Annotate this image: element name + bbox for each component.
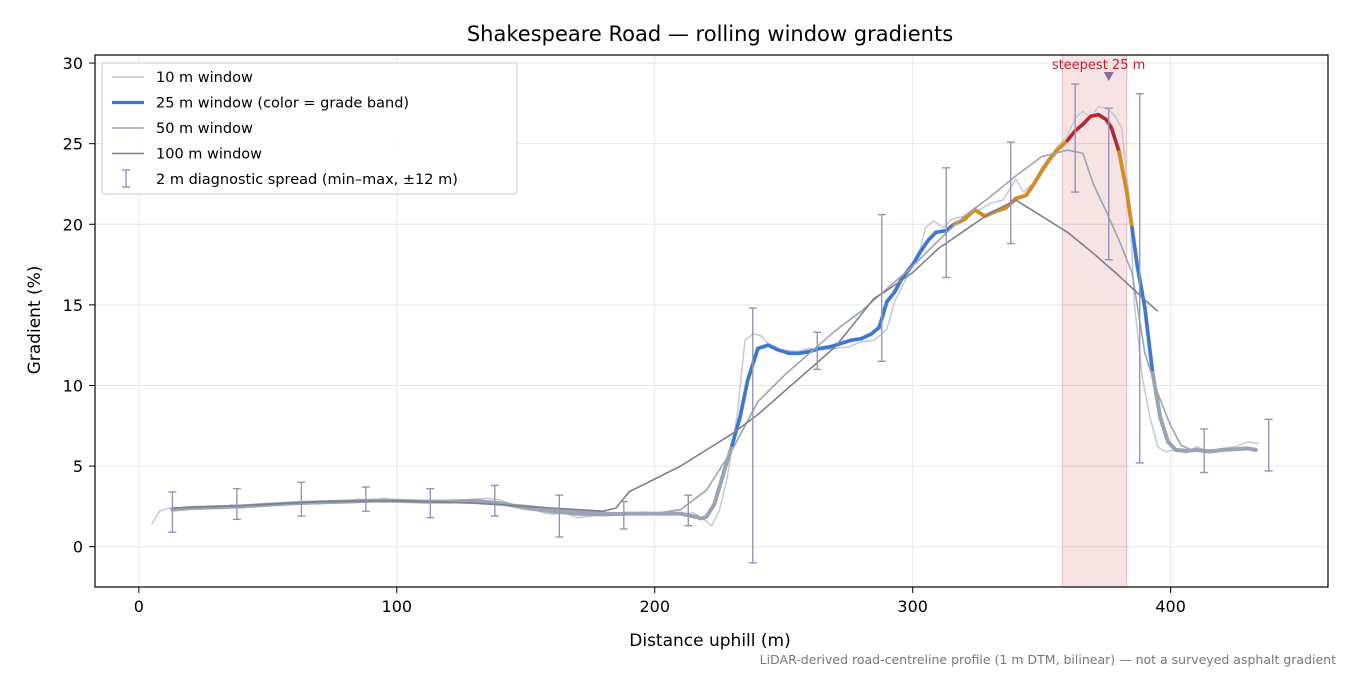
series-25m-segment [1040, 158, 1052, 173]
y-tick-label: 25 [63, 135, 83, 154]
series-25m-segment [828, 341, 843, 349]
legend-label: 25 m window (color = grade band) [156, 96, 409, 112]
series-25m-segment [1081, 114, 1093, 126]
series-25m-segment [918, 238, 930, 254]
series-25m-segment [524, 506, 554, 513]
series-25m-segment [549, 509, 579, 516]
series-25m-segment [720, 443, 734, 481]
y-axis-title: Gradient (%) [25, 266, 45, 375]
series-25m-segment [818, 345, 832, 351]
errorbar-group [168, 83, 1273, 564]
series-25m-segment [993, 206, 1008, 213]
y-tick-label: 5 [73, 457, 83, 476]
series-25m-segment [1065, 129, 1077, 143]
steepest-annotation: steepest 25 m [1052, 58, 1145, 73]
chart-title: Shakespeare Road — rolling window gradie… [467, 22, 953, 46]
series-25m-segment [766, 343, 781, 352]
series-25m-segment [1130, 225, 1139, 267]
series-25m-segment [1117, 150, 1129, 194]
series-25m-segment [1047, 148, 1059, 162]
series-25m-segment [1166, 440, 1178, 452]
series-25m-segment [859, 332, 874, 341]
plot-area: steepest 25 m 0 100 200 300 400 0 5 10 15 20 25 30 [63, 54, 1329, 616]
series-25m-segment [926, 230, 938, 242]
legend-label: 2 m diagnostic spread (min–max, ±12 m) [156, 172, 458, 188]
series-25m-segment [1158, 416, 1170, 444]
y-tick-label: 10 [63, 376, 83, 395]
series-25m-segment [944, 222, 956, 233]
x-tick-label: 0 [134, 597, 144, 616]
x-tick-label: 200 [639, 597, 670, 616]
series-group [151, 83, 1273, 564]
series-25m-segment [1024, 182, 1036, 197]
legend-label: 100 m window [156, 147, 262, 163]
series-25m-segment [877, 300, 889, 330]
series-25m-segment [712, 477, 724, 507]
series-25m-segment [973, 208, 987, 218]
series-25m-segment [1109, 125, 1121, 154]
y-tick-label: 20 [63, 215, 83, 234]
x-tick-label: 100 [382, 597, 413, 616]
series-25m-segment [1135, 262, 1147, 310]
series-25m-segment [962, 208, 977, 222]
series-25m-segment [1125, 190, 1134, 230]
footnote: LiDAR-derived road-centreline profile (1… [760, 652, 1336, 667]
series-25m-segment [1032, 169, 1044, 186]
legend-box [101, 62, 518, 195]
series-25m-segment [575, 512, 605, 517]
legend: 10 m window 25 m window (color = grade ba… [101, 62, 518, 195]
series-25m-segment [911, 250, 923, 267]
y-tick-label: 30 [63, 54, 83, 73]
peak-marker [1103, 71, 1114, 81]
series-25m-segment [776, 348, 791, 355]
y-tick-label: 15 [63, 296, 83, 315]
legend-label: 10 m window [156, 70, 253, 86]
x-tick-label: 400 [1155, 597, 1186, 616]
series-25m-segment [1055, 138, 1070, 152]
series-25m-segment [1207, 448, 1224, 454]
plot-frame [94, 54, 1329, 588]
series-25m-segment [869, 325, 881, 336]
series-25m-segment [838, 338, 853, 346]
series-25m-segment [1073, 122, 1085, 133]
series-50m-line [172, 149, 1256, 515]
series-25m-segment [704, 503, 716, 519]
series-25m-segment [797, 350, 812, 355]
y-tick-label: 0 [73, 538, 83, 557]
series-25m-segment [1174, 448, 1188, 453]
x-tick-label: 300 [897, 597, 928, 616]
series-25m-segment [738, 379, 750, 420]
series-100m-line [172, 199, 1159, 512]
legend-label: 50 m window [156, 121, 253, 137]
series-25m-segment [1143, 306, 1155, 375]
series-25m-segment [934, 229, 948, 234]
series-25m-segment [756, 343, 770, 351]
x-axis-title: Distance uphill (m) [629, 631, 790, 651]
series-25m-segment [849, 337, 863, 342]
series-25m-segment [1014, 193, 1028, 201]
series-25m-segment [885, 290, 897, 304]
